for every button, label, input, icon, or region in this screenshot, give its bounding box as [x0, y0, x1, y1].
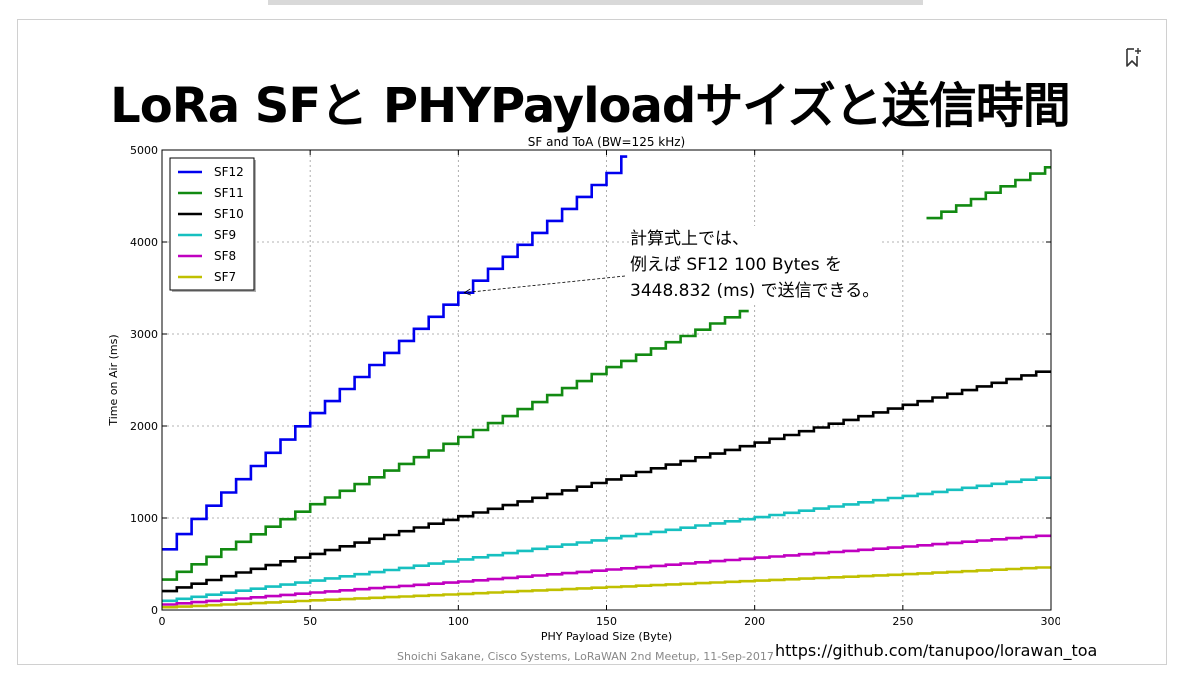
y-tick-label: 0	[151, 604, 158, 617]
annotation-line: 計算式上では、	[630, 229, 749, 249]
y-axis-label: Time on Air (ms)	[107, 334, 120, 426]
annotation-arrow-head	[463, 288, 472, 296]
x-tick-label: 100	[448, 615, 469, 628]
series-line-sf11	[162, 309, 749, 581]
legend-box	[169, 157, 255, 291]
legend-label-sf7: SF7	[214, 270, 236, 284]
series-line-sf7	[162, 566, 1051, 609]
series-line-sf12	[162, 155, 628, 551]
legend-label-sf11: SF11	[214, 186, 244, 200]
x-tick-label: 300	[1041, 615, 1061, 628]
source-url[interactable]: https://github.com/tanupoo/lorawan_toa	[775, 641, 1098, 660]
bookmark-add-icon[interactable]	[1124, 46, 1142, 68]
top-bar	[268, 0, 923, 5]
x-tick-label: 150	[596, 615, 617, 628]
series-line-sf11	[926, 166, 1051, 220]
y-tick-label: 1000	[130, 512, 158, 525]
slide-footer: Shoichi Sakane, Cisco Systems, LoRaWAN 2…	[397, 650, 774, 663]
annotation-line: 例えば SF12 100 Bytes を	[630, 255, 842, 275]
slide-title: LoRa SFと PHYPayloadサイズと送信時間	[110, 78, 1071, 134]
series-line-sf10	[162, 370, 1051, 593]
series-group	[162, 155, 1051, 609]
x-axis-label: PHY Payload Size (Byte)	[541, 630, 672, 643]
x-tick-label: 50	[303, 615, 317, 628]
y-tick-label: 4000	[130, 236, 158, 249]
annotation-arrow	[464, 275, 626, 294]
legend-label-sf9: SF9	[214, 228, 236, 242]
x-tick-label: 200	[744, 615, 765, 628]
series-line-sf9	[162, 476, 1051, 603]
annotation-line: 3448.832 (ms) で送信できる。	[630, 281, 880, 301]
x-tick-label: 0	[159, 615, 166, 628]
series-line-sf8	[162, 534, 1051, 606]
x-tick-label: 250	[892, 615, 913, 628]
legend-label-sf12: SF12	[214, 165, 244, 179]
y-tick-label: 3000	[130, 328, 158, 341]
y-tick-label: 5000	[130, 144, 158, 157]
legend-label-sf10: SF10	[214, 207, 244, 221]
y-tick-label: 2000	[130, 420, 158, 433]
annotation-note: 計算式上では、 例えば SF12 100 Bytes を 3448.832 (m…	[630, 226, 880, 304]
chart-title: SF and ToA (BW=125 kHz)	[528, 135, 685, 149]
legend-label-sf8: SF8	[214, 249, 236, 263]
toa-chart: 0 50 100 150 200 250 300010002000300040005000S…	[107, 135, 1061, 643]
